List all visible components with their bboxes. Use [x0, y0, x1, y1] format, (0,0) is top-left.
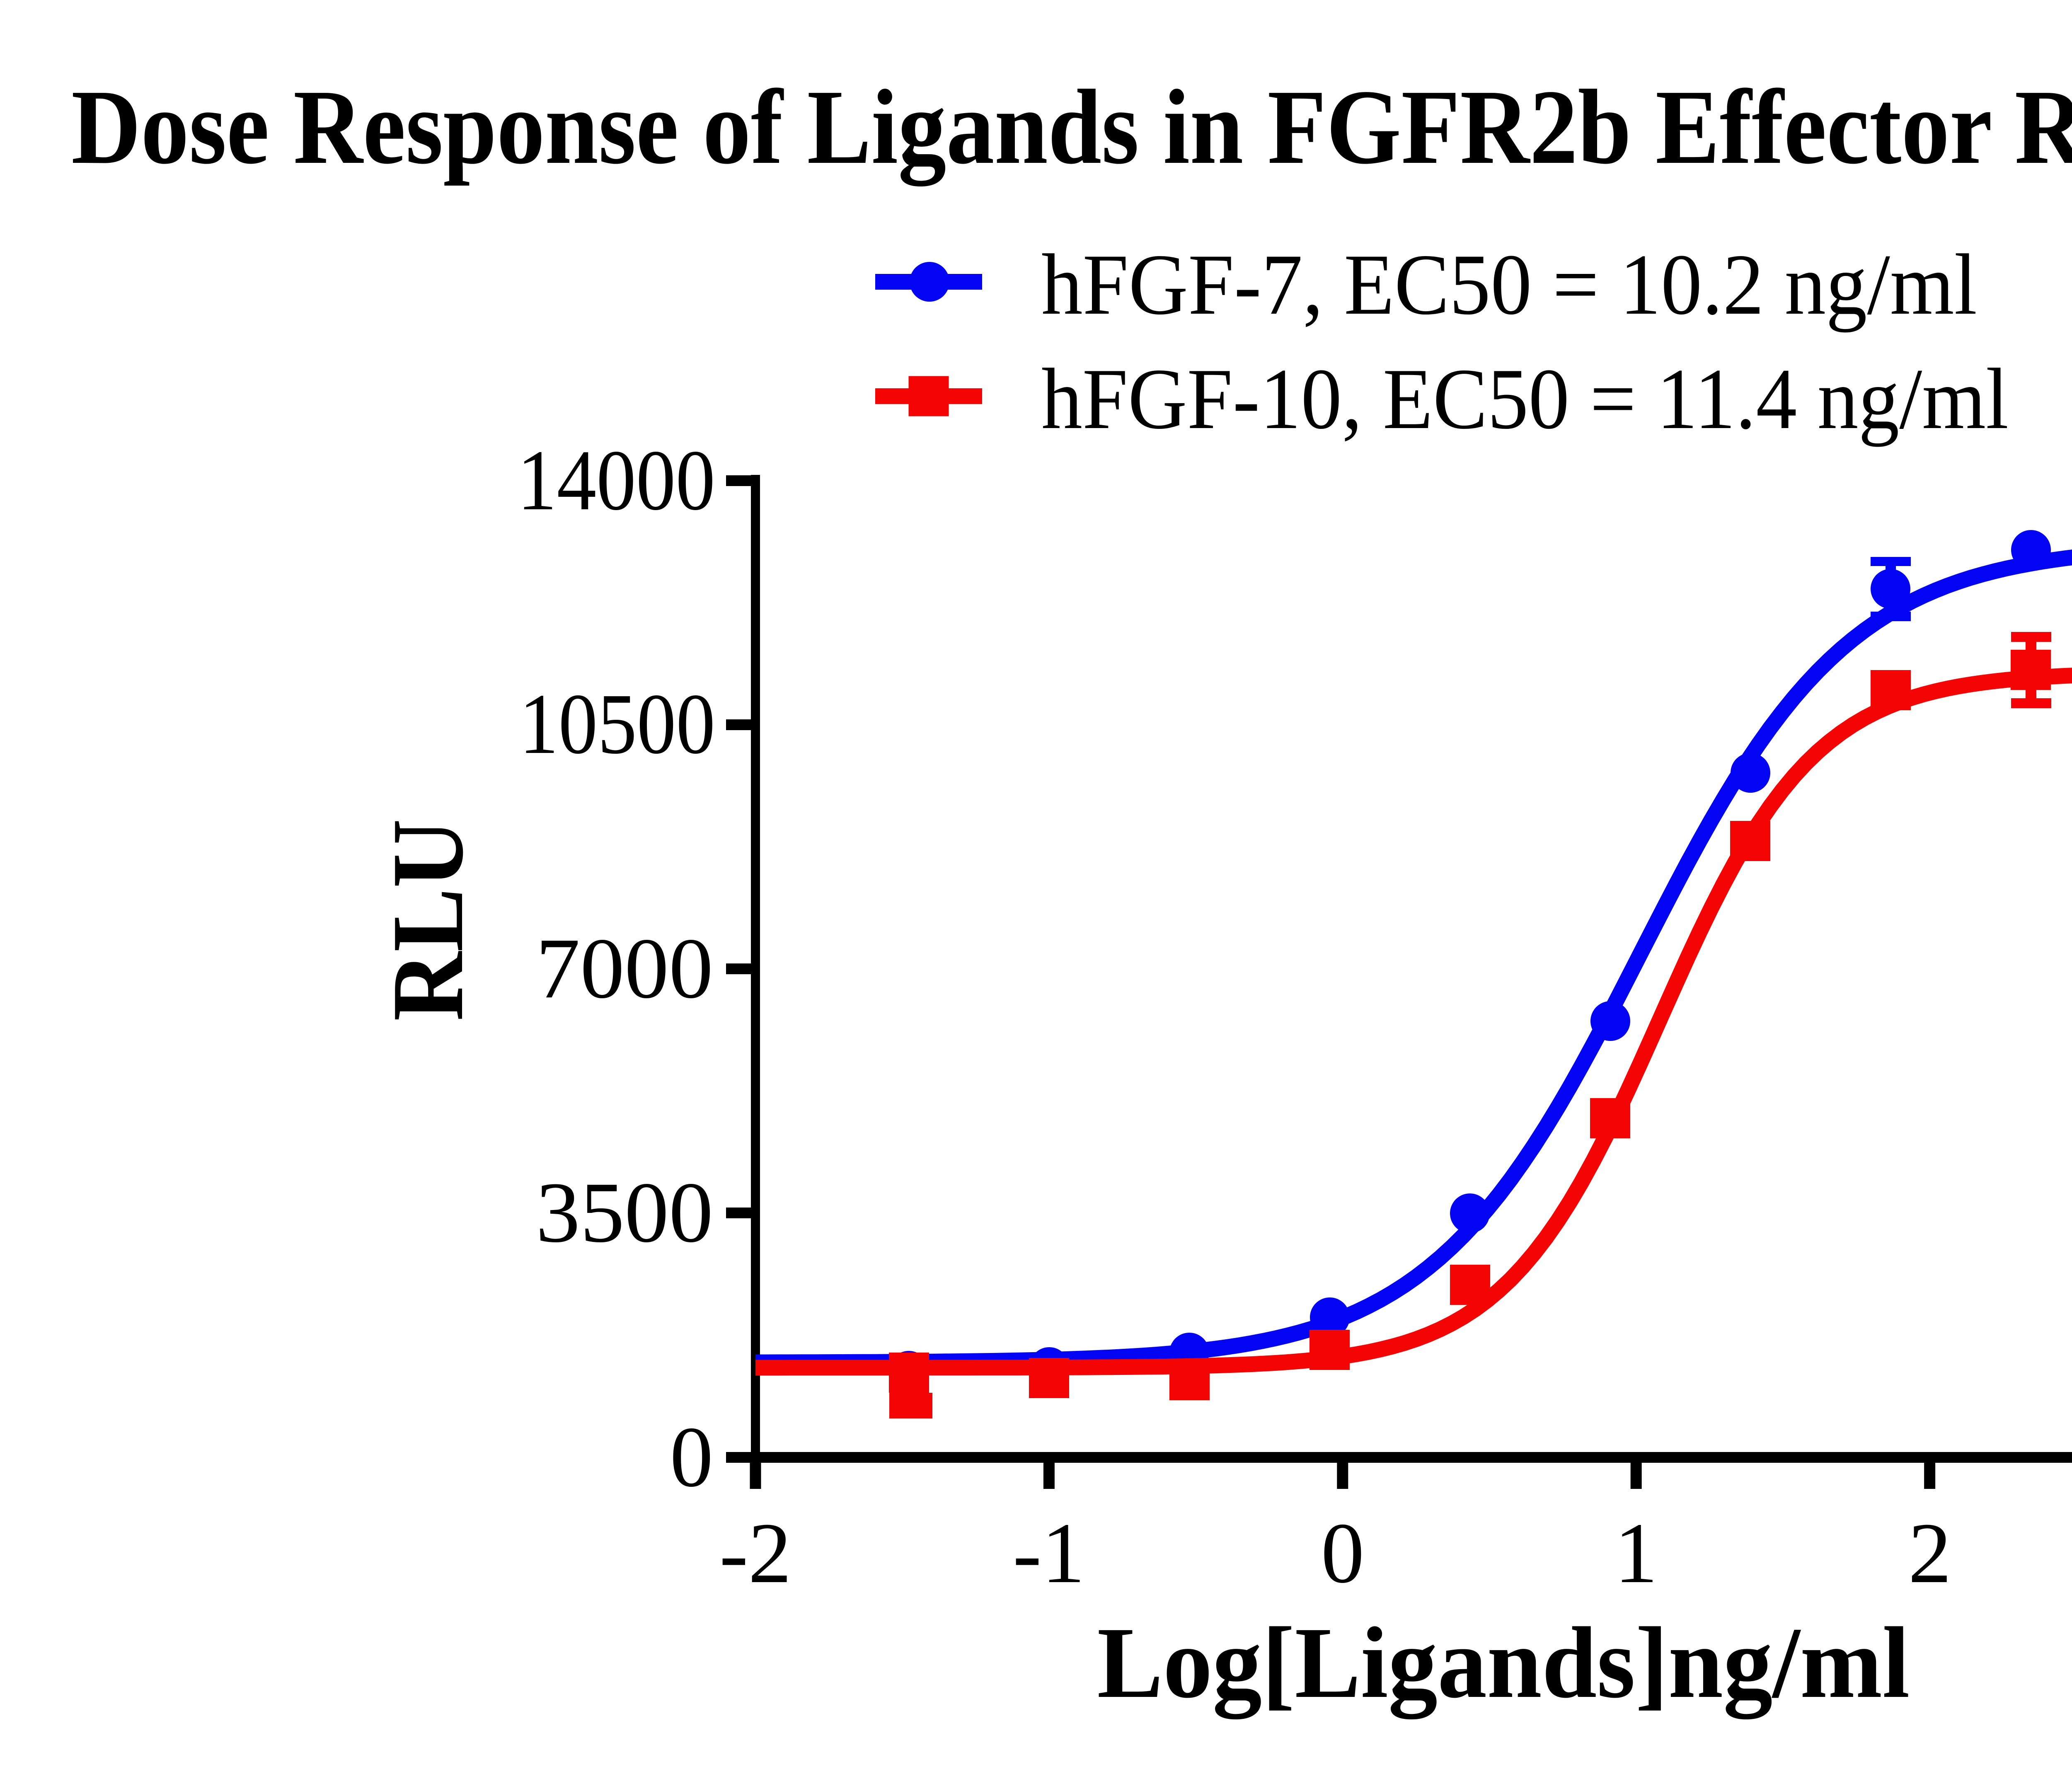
- svg-text:Log[Ligands]ng/ml: Log[Ligands]ng/ml: [1097, 1607, 1910, 1719]
- svg-text:hFGF-10, EC50 = 11.4 ng/ml: hFGF-10, EC50 = 11.4 ng/ml: [1041, 351, 2009, 447]
- svg-text:10500: 10500: [519, 676, 715, 772]
- svg-text:0: 0: [1321, 1505, 1365, 1601]
- svg-text:-1: -1: [1013, 1505, 1085, 1601]
- svg-text:3500: 3500: [536, 1165, 713, 1261]
- svg-text:14000: 14000: [517, 433, 715, 528]
- svg-text:-2: -2: [719, 1505, 792, 1601]
- svg-text:hFGF-7, EC50 = 10.2 ng/ml: hFGF-7, EC50 = 10.2 ng/ml: [1041, 237, 1977, 333]
- svg-text:RLU: RLU: [371, 819, 484, 1021]
- svg-text:7000: 7000: [536, 921, 713, 1016]
- svg-text:2: 2: [1908, 1505, 1952, 1601]
- svg-text:1: 1: [1615, 1505, 1658, 1601]
- svg-text:0: 0: [670, 1409, 714, 1505]
- svg-text:Dose Response of Ligands in FG: Dose Response of Ligands in FGFR2b Effec…: [71, 68, 2072, 188]
